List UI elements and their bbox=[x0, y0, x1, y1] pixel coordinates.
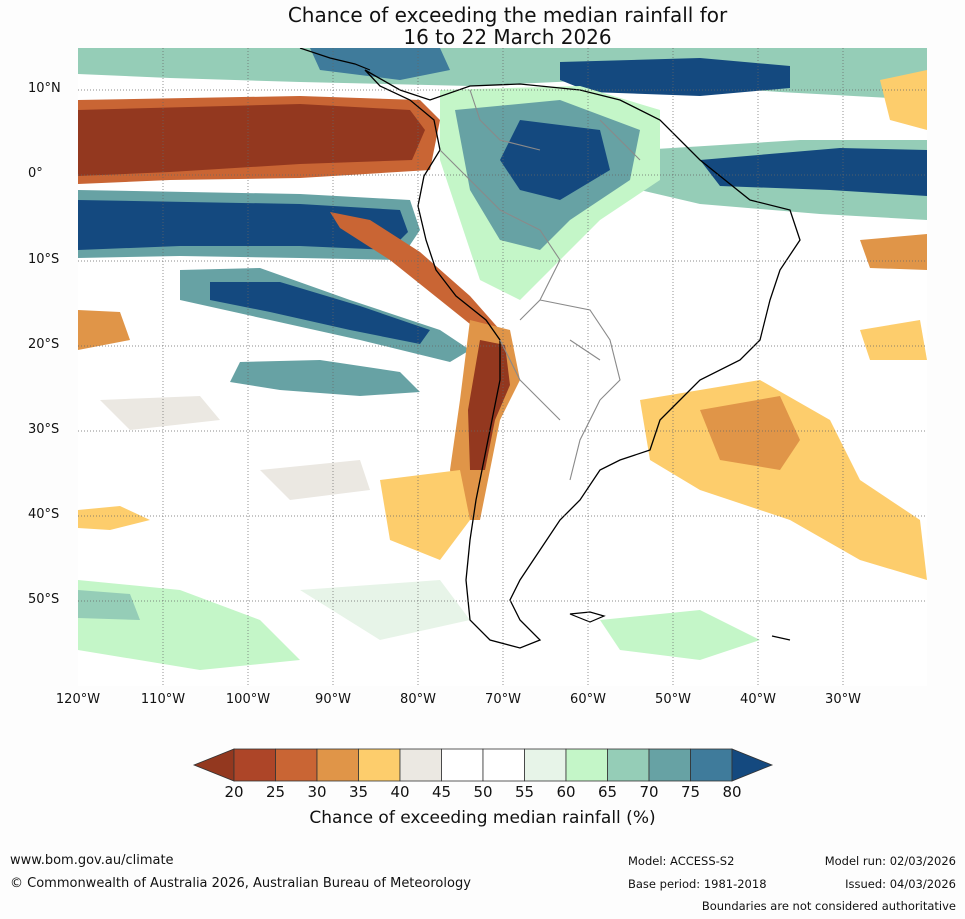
colorbar-tick-30: 30 bbox=[307, 783, 327, 801]
colorbar-bin-20-25 bbox=[233, 748, 276, 782]
south-georgia bbox=[771, 635, 791, 641]
lon-label-110w: 110°W bbox=[140, 692, 186, 707]
lon-label-70w: 70°W bbox=[485, 692, 521, 707]
colorbar-tick-70: 70 bbox=[639, 783, 659, 801]
falkland-islands bbox=[569, 611, 606, 623]
lat-label-40s: 40°S bbox=[28, 507, 60, 522]
south-green-1 bbox=[78, 580, 300, 670]
colorbar-bin-70-75 bbox=[648, 748, 691, 782]
colorbar-bin-65-70 bbox=[607, 748, 650, 782]
country-boundaries bbox=[439, 89, 641, 481]
graticule bbox=[78, 48, 927, 686]
lat-label-10s: 10°S bbox=[28, 252, 60, 267]
band-east-dark bbox=[700, 148, 927, 196]
colorbar-tick-80: 80 bbox=[722, 783, 742, 801]
band-dry-core bbox=[78, 104, 425, 176]
lon-label-90w: 90°W bbox=[315, 692, 351, 707]
colorbar-bin-60-65 bbox=[565, 748, 608, 782]
band-north-dark bbox=[560, 58, 790, 96]
map-panel bbox=[78, 48, 927, 686]
lat-label-0: 0° bbox=[28, 166, 43, 181]
lon-label-60w: 60°W bbox=[570, 692, 606, 707]
colorbar-over-arrow bbox=[731, 748, 774, 782]
atl-dry-right bbox=[860, 234, 927, 270]
band-north-dark-2 bbox=[310, 48, 450, 80]
footer-disclaimer: Boundaries are not considered authoritat… bbox=[701, 899, 956, 913]
band-wet-core bbox=[78, 200, 408, 250]
lat-label-10n: 10°N bbox=[28, 81, 61, 96]
lon-label-80w: 80°W bbox=[400, 692, 436, 707]
colorbar-bin-50-55 bbox=[482, 748, 525, 782]
colorbar-bin-75-80 bbox=[690, 748, 733, 782]
colorbar-tick-60: 60 bbox=[556, 783, 576, 801]
title-line-1: Chance of exceeding the median rainfall … bbox=[287, 3, 728, 27]
colorbar-tick-50: 50 bbox=[473, 783, 493, 801]
pac-grey-1 bbox=[100, 396, 220, 430]
footer-issued: Issued: 04/03/2026 bbox=[845, 877, 956, 891]
south-green-2 bbox=[78, 590, 140, 620]
pac-dry-west bbox=[78, 310, 130, 350]
streak-dry bbox=[330, 212, 500, 340]
south-green-4 bbox=[300, 580, 470, 640]
south-america-outline bbox=[364, 69, 801, 649]
colorbar-bin-40-45 bbox=[399, 748, 442, 782]
colorbar-tick-45: 45 bbox=[431, 783, 452, 801]
pac-dry-west2 bbox=[78, 506, 150, 530]
lat-label-30s: 30°S bbox=[28, 422, 60, 437]
colorbar-bin-35-40 bbox=[358, 748, 401, 782]
title-line-2: 16 to 22 March 2026 bbox=[403, 25, 612, 49]
colorbar-tick-55: 55 bbox=[514, 783, 535, 801]
atl-dry-orange bbox=[700, 396, 800, 470]
colorbar-bin-25-30 bbox=[275, 748, 318, 782]
lat-label-50s: 50°S bbox=[28, 592, 60, 607]
south-green-3 bbox=[600, 610, 760, 660]
colorbar-tick-20: 20 bbox=[224, 783, 244, 801]
andes-dry-yellow bbox=[380, 470, 470, 560]
lat-label-20s: 20°S bbox=[28, 337, 60, 352]
lon-label-100w: 100°W bbox=[225, 692, 271, 707]
footer-base-period: Base period: 1981-2018 bbox=[628, 877, 767, 891]
footer-model-run: Model run: 02/03/2026 bbox=[824, 854, 956, 868]
streak-wet-2 bbox=[230, 360, 420, 396]
lon-label-50w: 50°W bbox=[655, 692, 691, 707]
colorbar-label: Chance of exceeding median rainfall (%) bbox=[309, 808, 656, 828]
footer-model: Model: ACCESS-S2 bbox=[628, 854, 735, 868]
colorbar-tick-35: 35 bbox=[348, 783, 369, 801]
pac-grey-2 bbox=[260, 460, 370, 500]
streak-wet-inner bbox=[210, 282, 430, 344]
atl-dry-right2 bbox=[860, 320, 927, 360]
footer-copyright: © Commonwealth of Australia 2026, Austra… bbox=[10, 876, 471, 891]
amazon-dark bbox=[500, 120, 610, 200]
lon-label-40w: 40°W bbox=[740, 692, 776, 707]
colorbar-bin-55-60 bbox=[524, 748, 567, 782]
colorbar-bin-30-35 bbox=[316, 748, 359, 782]
lon-label-30w: 30°W bbox=[825, 692, 861, 707]
lon-label-120w: 120°W bbox=[55, 692, 101, 707]
central-america-outline bbox=[299, 48, 371, 71]
colorbar-tick-25: 25 bbox=[265, 783, 286, 801]
colorbar-tick-65: 65 bbox=[597, 783, 618, 801]
atl-dry-ne bbox=[880, 70, 927, 130]
colorbar-tick-40: 40 bbox=[390, 783, 410, 801]
colorbar-under-arrow bbox=[192, 748, 235, 782]
colorbar-bin-45-50 bbox=[441, 748, 484, 782]
colorbar bbox=[192, 748, 774, 782]
footer-website: www.bom.gov.au/climate bbox=[10, 853, 174, 868]
map-title: Chance of exceeding the median rainfall … bbox=[0, 4, 965, 48]
colorbar-tick-75: 75 bbox=[680, 783, 701, 801]
